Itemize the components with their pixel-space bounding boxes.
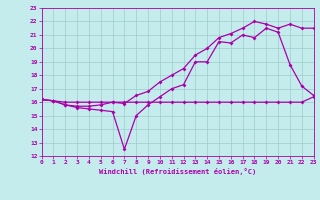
X-axis label: Windchill (Refroidissement éolien,°C): Windchill (Refroidissement éolien,°C) <box>99 168 256 175</box>
